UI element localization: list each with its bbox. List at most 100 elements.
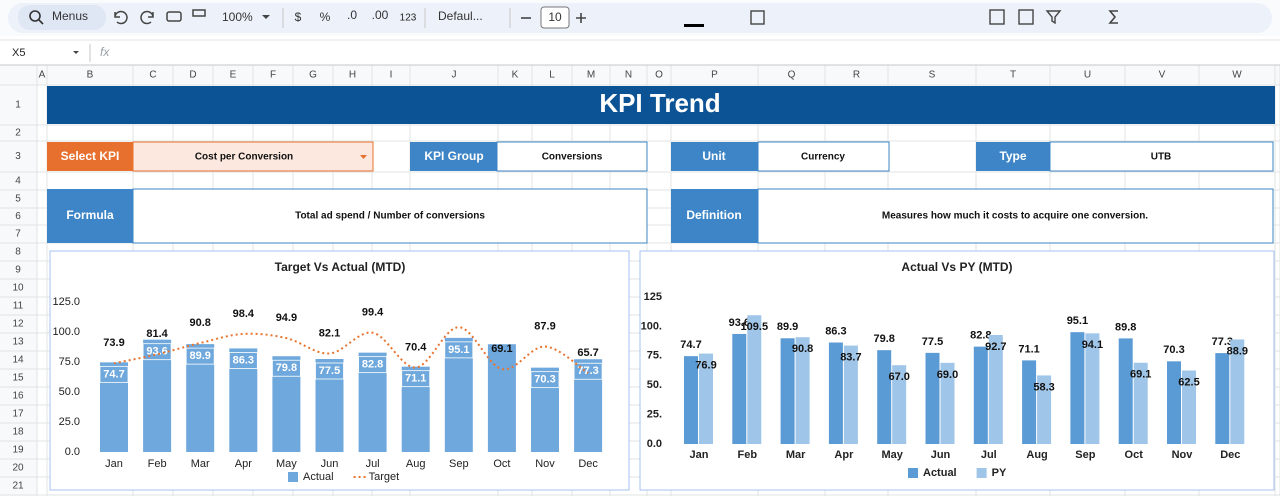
x-tick-label: Jun — [931, 449, 951, 461]
data-label: 88.9 — [1227, 345, 1248, 357]
dropdown-arrow[interactable] — [360, 155, 367, 159]
font-size-plus[interactable] — [576, 13, 586, 23]
borders[interactable] — [750, 10, 765, 25]
column-header: C — [149, 70, 156, 81]
y-tick-label: 125 — [644, 291, 662, 303]
data-label: 74.7 — [103, 368, 124, 380]
title-banner — [47, 86, 1275, 124]
zoom-dropdown[interactable] — [262, 15, 270, 19]
number-format[interactable]: 123 — [400, 13, 417, 24]
x-tick-label: Dec — [578, 458, 598, 470]
bar — [1037, 375, 1052, 444]
text-color[interactable] — [684, 24, 704, 27]
row-header: 3 — [15, 151, 21, 162]
x-tick-label: Jun — [321, 458, 339, 470]
search-menus[interactable] — [18, 5, 106, 30]
bar — [1230, 339, 1245, 444]
row-header: 21 — [12, 481, 24, 492]
name-box[interactable]: X5 — [12, 47, 25, 59]
column-header: P — [711, 70, 718, 81]
x-tick-label: Apr — [235, 458, 252, 470]
print[interactable] — [166, 11, 182, 22]
value-cell — [757, 188, 1274, 244]
column-header: T — [1010, 70, 1016, 81]
undo[interactable] — [114, 10, 128, 25]
insert-comment[interactable] — [989, 9, 1005, 25]
legend-label: Actual — [303, 471, 334, 483]
row-header: 12 — [12, 319, 24, 330]
paint-format[interactable] — [192, 9, 206, 17]
data-label: 89.9 — [777, 321, 798, 333]
data-label: 73.9 — [103, 337, 124, 349]
type-value: UTB — [1151, 152, 1172, 163]
data-label: 98.4 — [233, 308, 255, 320]
row-header: 14 — [12, 355, 24, 366]
x-tick-label: Feb — [738, 449, 758, 461]
data-label-box — [358, 356, 388, 374]
row-header-bg — [0, 65, 37, 496]
legend-swatch — [976, 468, 987, 478]
bar — [1022, 360, 1037, 444]
redo[interactable] — [140, 10, 154, 25]
row-header: 1 — [15, 100, 21, 111]
bar — [940, 362, 955, 444]
x-tick-label: Sep — [1075, 449, 1095, 461]
legend-label: Actual — [923, 467, 957, 479]
column-header: A — [39, 70, 46, 81]
bar — [732, 333, 747, 444]
data-label-box — [185, 347, 215, 365]
data-label-box — [271, 359, 301, 377]
row-header: 15 — [12, 373, 24, 384]
data-label: 99.4 — [362, 307, 384, 319]
dropdown-cell[interactable] — [132, 141, 374, 172]
percent-format[interactable]: % — [320, 10, 331, 24]
label-cell — [671, 142, 758, 171]
formula-value: Total ad spend / Number of conversions — [295, 211, 485, 222]
x-tick-label: May — [276, 458, 297, 470]
formula-bar — [0, 40, 1280, 65]
name-box-dropdown[interactable] — [73, 51, 79, 54]
x-tick-label: Apr — [834, 449, 854, 461]
data-label: 62.5 — [1178, 376, 1199, 388]
kpi-group-label: KPI Group — [424, 149, 483, 163]
font-size-box[interactable] — [540, 6, 570, 29]
chart-title: Target Vs Actual (MTD) — [275, 260, 406, 274]
bar — [795, 337, 810, 444]
data-label: 77.5 — [319, 365, 340, 377]
bar — [892, 365, 907, 444]
data-label: 69.1 — [1130, 369, 1151, 381]
data-label: 89.8 — [1115, 321, 1136, 333]
data-label: 93.6 — [146, 346, 167, 358]
column-header: F — [270, 70, 276, 81]
chart-title: Actual Vs PY (MTD) — [901, 260, 1012, 274]
data-label: 71.1 — [405, 373, 426, 385]
data-label: 87.9 — [534, 320, 555, 332]
toolbar — [8, 3, 1272, 33]
data-label: 95.1 — [448, 344, 469, 356]
increase-decimals[interactable]: .00 — [372, 8, 389, 22]
label-cell — [671, 189, 758, 243]
font-family[interactable]: Defaul... — [438, 9, 483, 23]
x-tick-label: Jan — [105, 458, 123, 470]
filter[interactable] — [1045, 10, 1062, 25]
data-label-box — [315, 362, 344, 380]
zoom[interactable]: 100% — [222, 10, 253, 24]
x-tick-label: Dec — [1220, 449, 1240, 461]
legend-swatch — [288, 472, 298, 482]
definition-value: Measures how much it costs to acquire on… — [882, 211, 1148, 222]
column-header: E — [230, 70, 237, 81]
column-header: G — [309, 70, 317, 81]
data-label: 69.0 — [937, 369, 958, 381]
data-label: 90.8 — [792, 343, 813, 355]
x-tick-label: Oct — [1125, 449, 1144, 461]
data-label: 90.8 — [189, 317, 210, 329]
x-tick-label: Sep — [449, 458, 469, 470]
currency-format[interactable]: $ — [295, 10, 302, 24]
y-tick-label: 0.0 — [65, 446, 80, 458]
column-header: D — [189, 70, 196, 81]
functions[interactable] — [1108, 10, 1118, 24]
decrease-decimals[interactable]: .0 — [347, 8, 357, 22]
data-label-box — [99, 365, 129, 383]
insert-chart[interactable] — [1018, 9, 1034, 25]
